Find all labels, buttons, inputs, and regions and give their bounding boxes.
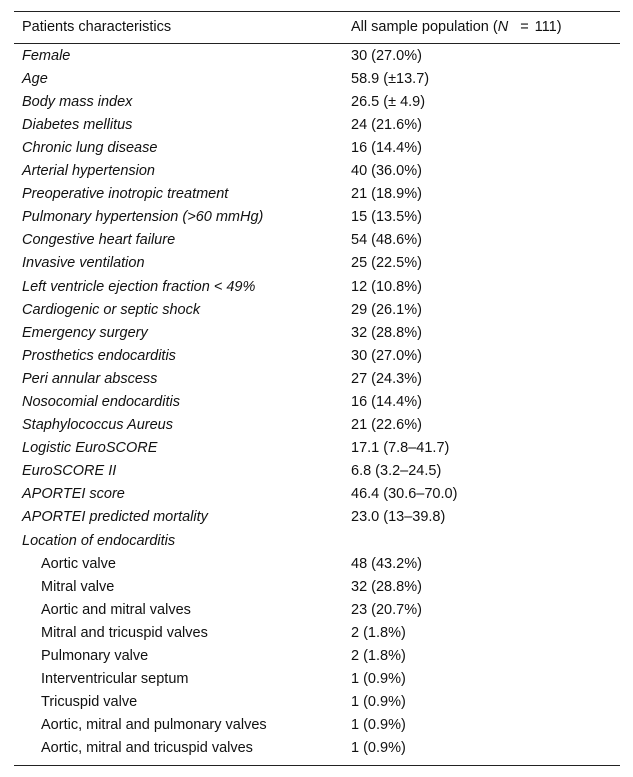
row-label: Interventricular septum <box>41 671 189 688</box>
row-value: 29 (26.1%) <box>351 301 422 318</box>
row-label: Aortic and mitral valves <box>41 602 191 619</box>
row-value: 1 (0.9%) <box>351 717 406 734</box>
row-value: 25 (22.5%) <box>351 255 422 272</box>
row-value: 21 (22.6%) <box>351 416 422 433</box>
header-operator: = <box>520 19 529 35</box>
row-label: APORTEI predicted mortality <box>22 509 208 525</box>
row-value: 12 (10.8%) <box>351 278 422 295</box>
row-label: Preoperative inotropic treatment <box>22 186 229 203</box>
row-value: 2 (1.8%) <box>351 625 406 642</box>
row-value: 58.9 (±13.7) <box>351 71 430 88</box>
row-value: 1 (0.9%) <box>351 740 406 757</box>
row-label: Left ventricle ejection fraction < 49% <box>22 278 256 295</box>
row-value: 1 (0.9%) <box>351 671 406 688</box>
row-value: 15 (13.5%) <box>351 209 422 226</box>
row-label: Emergency surgery <box>22 324 148 341</box>
row-label: Prosthetics endocarditis <box>22 347 176 364</box>
row-label: Invasive ventilation <box>22 255 145 272</box>
row-value: 46.4 (30.6–70.0) <box>351 485 458 502</box>
row-value: 48 (43.2%) <box>351 556 422 573</box>
header-cell: Patients characteristics <box>22 19 172 35</box>
row-label: Tricuspid valve <box>41 694 138 711</box>
row-label: Age <box>22 71 48 88</box>
row-value: 23.0 (13–39.8) <box>351 509 446 525</box>
bottom-rule <box>14 765 620 766</box>
row-label: Cardiogenic or septic shock <box>22 301 201 318</box>
section-label: Location of endocarditis <box>22 533 176 550</box>
row-value: 54 (48.6%) <box>351 232 422 249</box>
header-cell: All sample population (N = 111) <box>351 18 562 36</box>
top-rule <box>14 11 620 12</box>
header-rule <box>14 43 620 44</box>
row-label: Pulmonary hypertension (>60 mmHg) <box>22 209 264 226</box>
row-label: Nosocomial endocarditis <box>22 393 180 410</box>
row-value: 6.8 (3.2–24.5) <box>351 462 442 479</box>
row-value: 23 (20.7%) <box>351 602 422 619</box>
row-label: APORTEI score <box>22 485 125 502</box>
header-text: 111) <box>534 19 562 35</box>
row-value: 26.5 (± 4.9) <box>351 94 426 111</box>
row-value: 1 (0.9%) <box>351 694 406 711</box>
row-value: 17.1 (7.8–41.7) <box>351 439 450 456</box>
row-label: EuroSCORE II <box>22 462 117 479</box>
row-label: Aortic valve <box>41 556 116 573</box>
row-label: Female <box>22 48 71 64</box>
row-label: Pulmonary valve <box>41 648 149 665</box>
row-label: Aortic, mitral and tricuspid valves <box>41 740 253 757</box>
row-label: Peri annular abscess <box>22 370 158 387</box>
row-value: 32 (28.8%) <box>351 579 422 596</box>
row-label: Arterial hypertension <box>22 163 155 180</box>
row-value: 30 (27.0%) <box>351 347 422 364</box>
row-label: Aortic, mitral and pulmonary valves <box>41 717 267 734</box>
header-text: All sample population ( <box>351 19 498 35</box>
row-value: 2 (1.8%) <box>351 648 406 665</box>
row-label: Mitral valve <box>41 579 115 596</box>
row-value: 30 (27.0%) <box>351 48 422 64</box>
row-value: 32 (28.8%) <box>351 324 422 341</box>
row-label: Staphylococcus Aureus <box>22 416 173 433</box>
row-value: 40 (36.0%) <box>351 163 422 180</box>
row-label: Chronic lung disease <box>22 140 158 157</box>
row-value: 24 (21.6%) <box>351 117 422 134</box>
row-label: Diabetes mellitus <box>22 117 133 134</box>
row-value: 16 (14.4%) <box>351 140 422 157</box>
row-value: 21 (18.9%) <box>351 186 422 203</box>
header-symbol: N <box>497 19 509 35</box>
row-label: Logistic EuroSCORE <box>22 439 158 456</box>
row-label: Body mass index <box>22 94 133 111</box>
row-label: Mitral and tricuspid valves <box>41 625 208 642</box>
row-value: 27 (24.3%) <box>351 370 422 387</box>
row-label: Congestive heart failure <box>22 232 176 249</box>
row-value: 16 (14.4%) <box>351 393 422 410</box>
